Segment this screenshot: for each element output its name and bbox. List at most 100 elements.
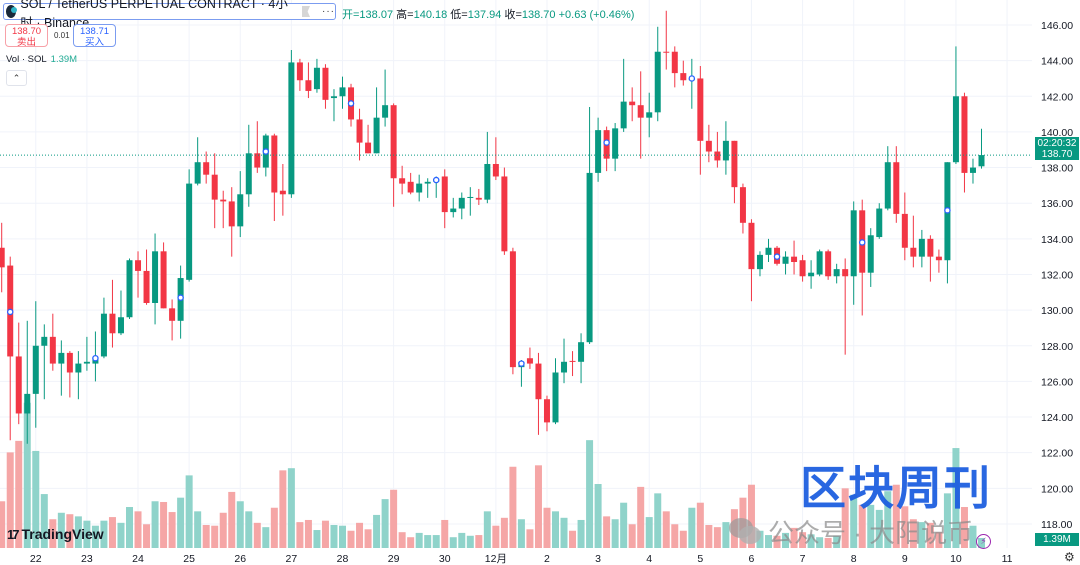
volume-bar <box>892 484 900 548</box>
lightning-icon[interactable]: ⚡ <box>976 534 991 549</box>
volume-bar <box>441 519 449 548</box>
candle-body <box>203 162 210 175</box>
collapse-legend-button[interactable]: ⌃ <box>6 70 27 86</box>
volume-bar <box>236 501 244 548</box>
volume-bar <box>603 516 611 548</box>
candle-body <box>15 356 22 414</box>
candle <box>322 64 329 109</box>
event-marker[interactable] <box>518 360 525 367</box>
candle-body <box>450 208 457 213</box>
volume-bar <box>211 525 219 548</box>
event-marker[interactable] <box>944 207 951 214</box>
candle <box>109 279 116 348</box>
candle-body <box>356 119 363 143</box>
candle-body <box>816 251 823 275</box>
event-marker[interactable] <box>858 239 866 246</box>
volume-bar <box>679 530 687 548</box>
volume-bar <box>100 520 108 548</box>
y-tick-label: 120.00 <box>1041 483 1073 495</box>
volume-bar <box>262 527 270 548</box>
flag-icon[interactable] <box>301 6 310 17</box>
candle <box>637 71 644 159</box>
event-marker[interactable] <box>347 100 355 107</box>
sell-button[interactable]: 138.70 卖出 <box>5 24 48 48</box>
candle <box>867 228 874 287</box>
candle-body <box>416 183 423 193</box>
close-label: 收= <box>504 9 522 21</box>
volume-bar <box>960 507 968 548</box>
y-tick-label: 136.00 <box>1041 198 1073 210</box>
candle-body <box>901 213 908 248</box>
more-menu-icon[interactable]: ··· <box>322 6 335 17</box>
candle-body <box>714 151 721 161</box>
volume-bar <box>705 524 713 548</box>
volume-bar <box>287 468 295 548</box>
wechat-icon <box>729 518 761 544</box>
candle <box>526 347 533 369</box>
volume-bar <box>339 525 346 548</box>
settings-icon[interactable]: ⚙ <box>1064 550 1075 564</box>
time-axis[interactable]: 22 23 24 25 26 27 28 29 30 12月 2 3 4 5 6 7 8 9 10 11 <box>30 553 1013 565</box>
volume-bar <box>816 537 824 548</box>
candle-body <box>543 399 550 423</box>
volume-bar <box>15 440 23 548</box>
candle <box>194 137 201 186</box>
candle-body <box>458 197 465 209</box>
candle-body <box>382 105 389 118</box>
close-value: 138.70 <box>521 9 556 21</box>
candle <box>586 106 593 344</box>
event-marker[interactable] <box>603 139 610 146</box>
x-tick-label: 23 <box>81 553 93 565</box>
x-tick-label: 8 <box>851 553 857 565</box>
volume-bar <box>347 530 355 548</box>
event-marker[interactable] <box>262 148 270 155</box>
tradingview-logo[interactable]: 17 TradingView <box>7 526 104 542</box>
event-marker[interactable] <box>6 308 14 316</box>
candle <box>578 333 585 384</box>
candle-body <box>66 352 73 373</box>
event-marker[interactable] <box>688 75 696 82</box>
volume-bar <box>688 507 696 548</box>
volume-bar <box>799 532 807 548</box>
event-marker[interactable] <box>92 354 99 362</box>
event-marker[interactable] <box>177 294 184 301</box>
buy-label: 买入 <box>84 37 104 48</box>
volume-bar <box>151 501 159 548</box>
candle <box>918 229 925 268</box>
volume-bar <box>330 524 338 548</box>
event-marker[interactable] <box>432 176 440 184</box>
sell-price: 138.70 <box>11 26 42 37</box>
candle-body <box>245 153 252 195</box>
buy-button[interactable]: 138.71 买入 <box>73 24 116 48</box>
candle <box>569 351 576 377</box>
volume-bar <box>901 506 909 548</box>
candle-body <box>629 101 636 106</box>
volume-bar <box>108 517 116 548</box>
candle-body <box>578 342 585 362</box>
candle <box>825 249 832 280</box>
candle-body <box>748 222 755 270</box>
volume-tag: 1.39M <box>1035 533 1079 546</box>
volume-bar <box>321 520 329 548</box>
candle-body <box>842 269 849 277</box>
candle-body <box>117 317 124 334</box>
candle <box>288 49 295 198</box>
volume-bar <box>722 522 730 548</box>
candle-body <box>75 363 82 373</box>
volume-bar <box>560 517 568 548</box>
event-marker[interactable] <box>773 253 781 260</box>
candle-body <box>484 163 491 200</box>
candle <box>765 238 772 263</box>
volume-legend-value: 1.39M <box>50 54 78 65</box>
candle <box>245 124 252 207</box>
volume-bar <box>270 507 278 548</box>
symbol-title-box[interactable]: SOL / TetherUS PERPETUAL CONTRACT · 4小时 … <box>3 0 336 30</box>
candle <box>382 69 389 127</box>
volume-bar <box>194 511 202 548</box>
price-axis[interactable]: 146.00 144.00 142.00 140.00 138.00 136.00 134.… <box>1041 20 1073 531</box>
candle-body <box>271 135 278 193</box>
candle <box>203 151 210 184</box>
volume-bar <box>884 491 892 548</box>
candle <box>177 265 184 339</box>
